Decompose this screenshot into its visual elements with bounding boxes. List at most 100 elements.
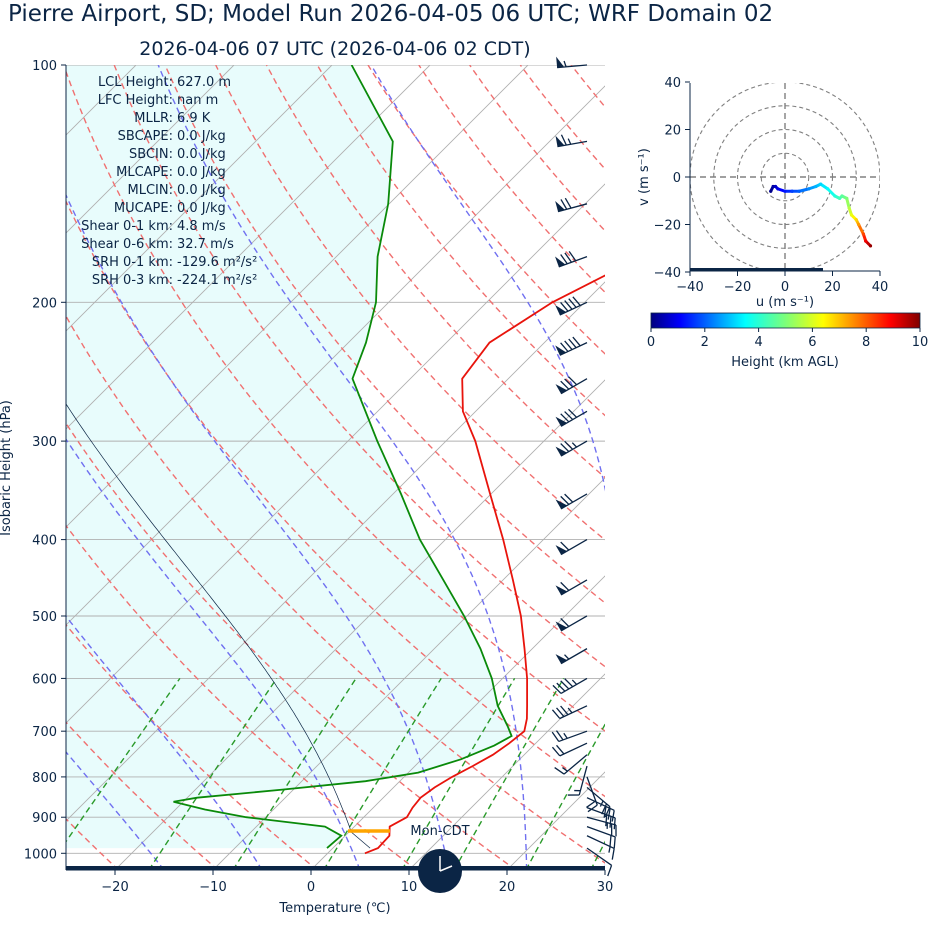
hodograph-y-tick-label: 20 xyxy=(664,124,681,139)
hodograph-ticks: −40 −20 0 20 40 −40 −20 0 20 40 xyxy=(654,76,889,295)
x-tick-label: 0 xyxy=(307,880,315,895)
y-tick-label: 100 xyxy=(32,59,57,74)
colorbar-tick-label: 0 xyxy=(647,335,655,350)
y-tick-label: 700 xyxy=(32,725,57,740)
surface-bar xyxy=(66,866,605,870)
index-value: 0.0 J/kg xyxy=(177,129,226,144)
hodograph-x-tick-label: −40 xyxy=(676,280,703,295)
hodograph-point xyxy=(862,232,865,235)
clock-label: Mon-CDT xyxy=(410,824,469,839)
index-value: 0.0 J/kg xyxy=(177,147,226,162)
hodograph-y-tick-label: −20 xyxy=(654,219,681,234)
hodograph-point xyxy=(826,187,829,190)
y-tick-label: 1000 xyxy=(24,847,57,862)
colorbar xyxy=(651,313,920,328)
hodograph-point xyxy=(769,190,772,193)
y-tick-label: 200 xyxy=(32,296,57,311)
hodograph-y-tick-label: 0 xyxy=(673,171,681,186)
hodograph-y-tick-label: 40 xyxy=(664,76,681,91)
x-axis-label: Temperature (℃) xyxy=(278,901,390,916)
index-value: 0.0 J/kg xyxy=(177,183,226,198)
index-value: 6.9 K xyxy=(177,111,211,126)
index-label: MLLR: xyxy=(134,111,173,126)
colorbar-ticks: 0 2 4 6 8 10 xyxy=(647,328,928,350)
colorbar-tick-label: 8 xyxy=(862,335,870,350)
y-tick-label: 800 xyxy=(32,771,57,786)
hodograph-point xyxy=(833,194,836,197)
index-label: Shear 0-6 km: xyxy=(81,237,173,252)
hodograph-point xyxy=(776,187,779,190)
hodograph-point xyxy=(774,185,777,188)
figure-title: Pierre Airport, SD; Model Run 2026-04-05… xyxy=(8,1,773,27)
hodograph-rings xyxy=(690,82,880,272)
x-tick-label: −10 xyxy=(199,880,226,895)
colorbar-tick-label: 10 xyxy=(912,335,928,350)
index-label: SRH 0-1 km: xyxy=(92,255,173,270)
moist-adiabat-line xyxy=(683,65,763,870)
index-label: SRH 0-3 km: xyxy=(92,273,173,288)
hodograph-point xyxy=(864,240,867,243)
hodograph-x-tick-label: 40 xyxy=(872,280,889,295)
index-value: 4.8 m/s xyxy=(177,219,226,234)
index-value: -224.1 m²/s² xyxy=(177,273,257,288)
hodograph-point xyxy=(807,187,810,190)
hodograph-x-tick-label: −20 xyxy=(724,280,751,295)
dry-adiabat-line xyxy=(571,65,928,870)
index-label: SBCAPE: xyxy=(118,129,173,144)
index-value: nan m xyxy=(177,93,218,108)
index-value: 627.0 m xyxy=(177,75,231,90)
hodograph-x-tick-label: 0 xyxy=(781,280,789,295)
hodograph-point xyxy=(791,190,794,193)
hodograph-point xyxy=(819,183,822,186)
hodograph-y-tick-label: −40 xyxy=(654,266,681,281)
y-tick-label: 900 xyxy=(32,811,57,826)
y-tick-label: 500 xyxy=(32,610,57,625)
colorbar-tick-label: 2 xyxy=(701,335,709,350)
y-tick-label: 400 xyxy=(32,534,57,549)
index-label: SBCIN: xyxy=(129,147,173,162)
index-label: MLCAPE: xyxy=(116,165,173,180)
hodograph-point xyxy=(845,197,848,200)
hodograph-point xyxy=(783,190,786,193)
hodograph-point xyxy=(798,190,801,193)
y-tick-label: 300 xyxy=(32,435,57,450)
hodograph-point xyxy=(850,213,853,216)
index-value: 0.0 J/kg xyxy=(177,165,226,180)
hodograph-y-label: v (m s⁻¹) xyxy=(637,148,652,206)
hodograph-point xyxy=(838,197,841,200)
x-tick-label: −20 xyxy=(101,880,128,895)
hodograph-point xyxy=(814,185,817,188)
hodograph-point xyxy=(840,194,843,197)
y-axis-ticks: 100 200 300 400 500 600 700 800 900 1000 xyxy=(24,59,66,862)
hodograph-x-tick-label: 20 xyxy=(824,280,841,295)
x-tick-label: 10 xyxy=(401,880,418,895)
hodograph-point xyxy=(855,218,858,221)
colorbar-label: Height (km AGL) xyxy=(731,355,839,370)
hodograph-point xyxy=(869,244,872,247)
index-value: -129.6 m²/s² xyxy=(177,255,257,270)
index-label: MUCAPE: xyxy=(114,201,173,216)
index-label: LFC Height: xyxy=(98,93,173,108)
wind-barb xyxy=(556,57,587,68)
x-tick-label: 30 xyxy=(597,880,614,895)
hodograph-x-label: u (m s⁻¹) xyxy=(756,295,814,310)
mixing-ratio-line xyxy=(591,678,691,870)
y-tick-label: 600 xyxy=(32,672,57,687)
index-value: 32.7 m/s xyxy=(177,237,234,252)
dry-adiabat-line xyxy=(825,65,928,870)
dry-adiabat-line xyxy=(774,65,928,870)
figure-subtitle: 2026-04-06 07 UTC (2026-04-06 02 CDT) xyxy=(139,38,530,60)
y-axis-label: Isobaric Height (hPa) xyxy=(0,400,14,536)
index-value: 0.0 J/kg xyxy=(177,201,226,216)
dry-adiabat-line xyxy=(673,65,928,870)
index-label: MLCIN: xyxy=(128,183,173,198)
colorbar-tick-label: 6 xyxy=(808,335,816,350)
index-label: LCL Height: xyxy=(98,75,173,90)
colorbar-tick-label: 4 xyxy=(754,335,762,350)
hodograph-point xyxy=(857,223,860,226)
mixing-ratio-line xyxy=(638,678,735,870)
